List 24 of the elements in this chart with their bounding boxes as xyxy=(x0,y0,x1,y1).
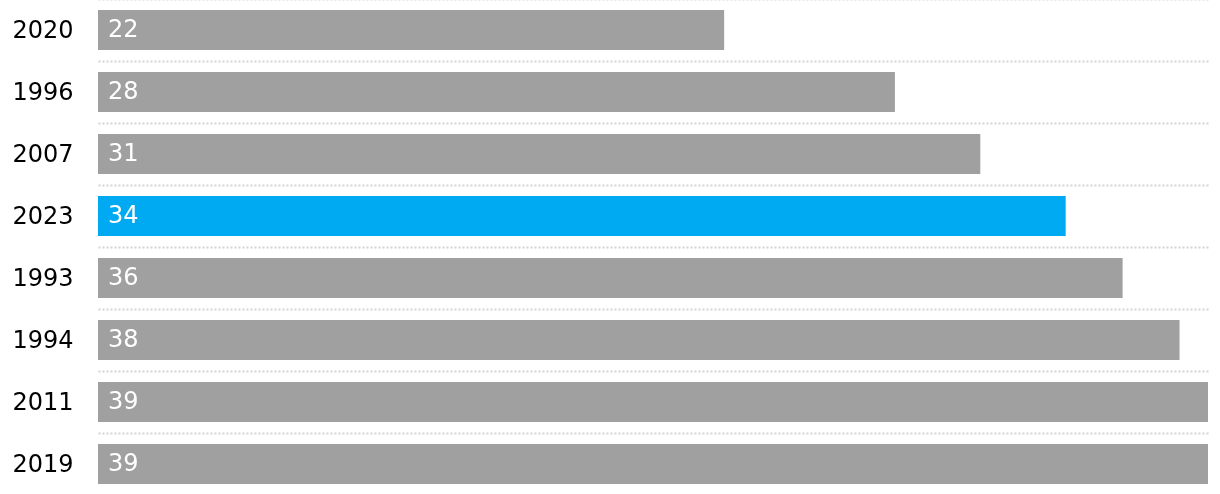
data-label: 38 xyxy=(108,325,139,353)
bar xyxy=(98,196,1066,236)
y-tick-label: 2020 xyxy=(12,15,74,44)
bar xyxy=(98,134,981,174)
bar xyxy=(98,258,1123,298)
bar xyxy=(98,10,725,50)
y-tick-label: 2023 xyxy=(12,201,74,230)
y-tick-label: 1994 xyxy=(12,325,74,354)
data-label: 22 xyxy=(108,15,139,43)
y-tick-label: 2007 xyxy=(12,139,74,168)
bar xyxy=(98,444,1208,484)
data-label: 39 xyxy=(108,387,139,415)
data-label: 31 xyxy=(108,139,139,167)
data-label: 39 xyxy=(108,449,139,477)
bar xyxy=(98,72,895,112)
data-label: 34 xyxy=(108,201,139,229)
data-label: 28 xyxy=(108,77,139,105)
y-tick-label: 2011 xyxy=(12,387,74,416)
bar xyxy=(98,320,1180,360)
y-tick-label: 1996 xyxy=(12,77,74,106)
bar xyxy=(98,382,1208,422)
y-tick-label: 1993 xyxy=(12,263,74,292)
data-label: 36 xyxy=(108,263,139,291)
y-tick-label: 2019 xyxy=(12,449,74,478)
